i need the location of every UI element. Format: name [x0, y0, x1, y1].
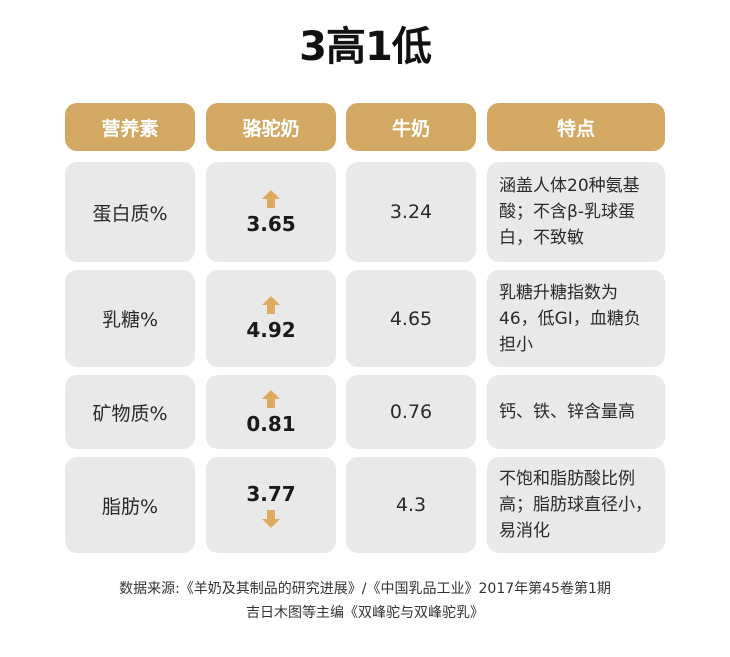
arrow-down-icon: [262, 509, 280, 528]
nutrient-cell: 蛋白质%: [65, 162, 195, 262]
arrow-up-icon: [262, 296, 280, 314]
camel-milk-value: 4.92: [246, 318, 296, 342]
source-note-line2: 吉日木图等主编《双峰驼与双峰驼乳》: [246, 605, 484, 621]
feature-cell: 涵盖人体20种氨基酸；不含β-乳球蛋白，不致敏: [487, 162, 665, 262]
cow-milk-cell: 3.24: [346, 162, 476, 262]
feature-cell: 钙、铁、锌含量高: [487, 375, 665, 449]
header-feature: 特点: [487, 103, 665, 151]
camel-milk-cell: 0.81: [206, 375, 336, 449]
camel-milk-value: 3.77: [246, 481, 296, 506]
camel-milk-value: 3.65: [246, 211, 296, 236]
source-note-line1: 数据来源:《羊奶及其制品的研究进展》/《中国乳品工业》2017年第45卷第1期: [119, 581, 611, 597]
camel-milk-cell: 4.92: [206, 270, 336, 367]
cow-milk-cell: 0.76: [346, 375, 476, 449]
cow-milk-cell: 4.3: [346, 457, 476, 553]
header-camel-milk: 骆驼奶: [206, 103, 336, 151]
feature-cell: 乳糖升糖指数为46，低GI，血糖负担小: [487, 270, 665, 367]
header-cow-milk: 牛奶: [346, 103, 476, 151]
camel-milk-cell: 3.77: [206, 457, 336, 553]
camel-milk-cell: 3.65: [206, 162, 336, 262]
feature-cell: 不饱和脂肪酸比例高；脂肪球直径小，易消化: [487, 457, 665, 553]
page-title: 3高1低: [299, 24, 432, 70]
header-nutrient: 营养素: [65, 103, 195, 151]
cow-milk-cell: 4.65: [346, 270, 476, 367]
arrow-up-icon: [262, 389, 280, 408]
arrow-up-icon: [262, 189, 280, 208]
nutrient-cell: 乳糖%: [65, 270, 195, 367]
nutrient-cell: 脂肪%: [65, 457, 195, 553]
camel-milk-value: 0.81: [246, 411, 296, 436]
nutrient-cell: 矿物质%: [65, 375, 195, 449]
